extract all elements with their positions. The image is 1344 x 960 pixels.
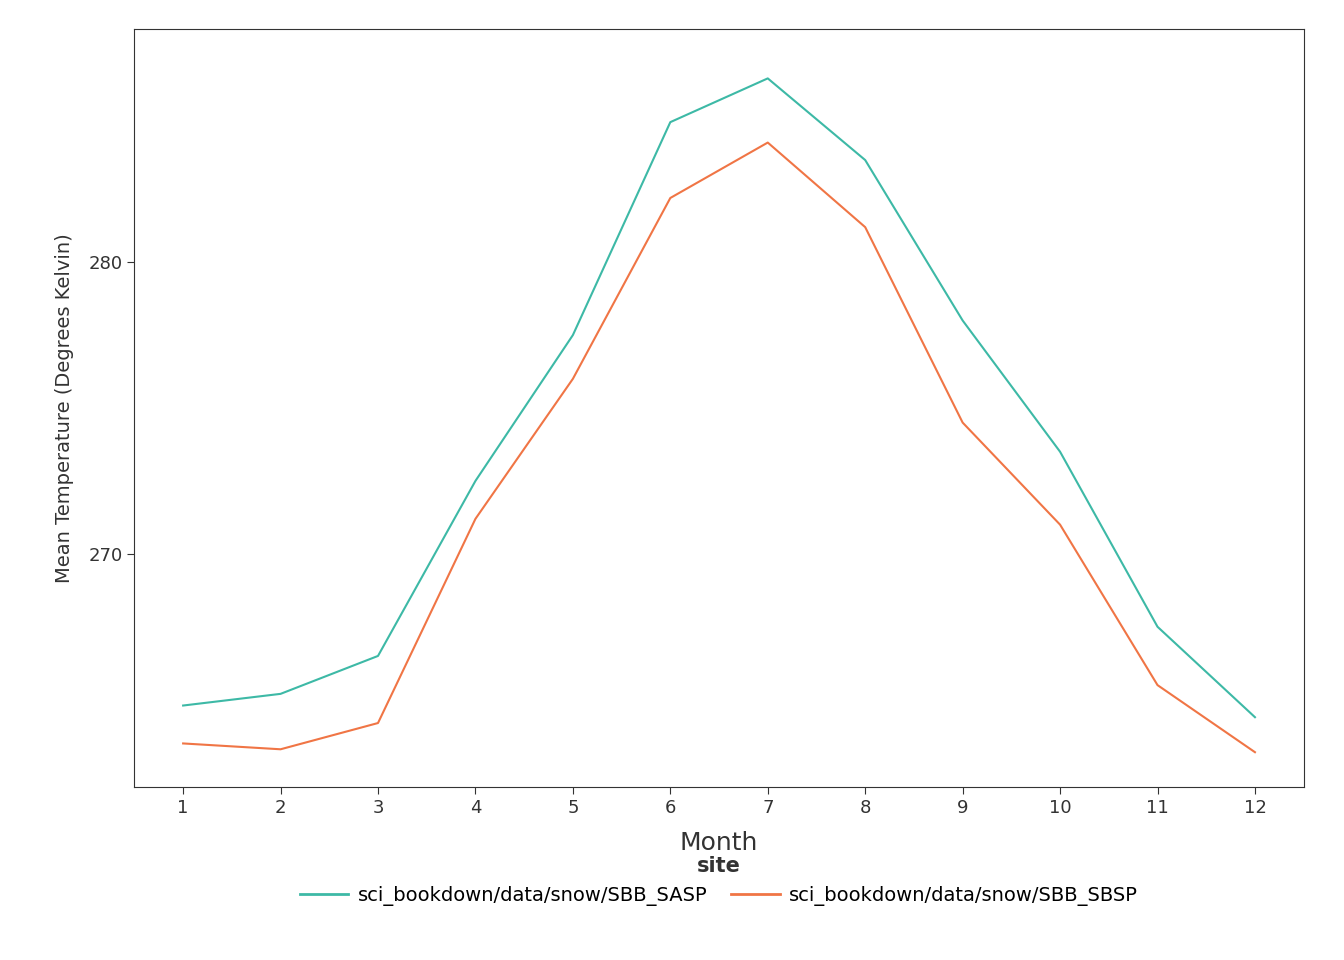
sci_bookdown/data/snow/SBB_SBSP <box>857 222 874 233</box>
sci_bookdown/data/snow/SBB_SBSP <box>468 513 484 524</box>
sci_bookdown/data/snow/SBB_SASP <box>175 700 191 711</box>
sci_bookdown/data/snow/SBB_SASP <box>1052 446 1068 458</box>
sci_bookdown/data/snow/SBB_SBSP <box>1149 680 1165 691</box>
sci_bookdown/data/snow/SBB_SASP <box>370 650 386 661</box>
sci_bookdown/data/snow/SBB_SASP <box>954 315 970 326</box>
sci_bookdown/data/snow/SBB_SBSP <box>954 417 970 428</box>
Legend: sci_bookdown/data/snow/SBB_SASP, sci_bookdown/data/snow/SBB_SBSP: sci_bookdown/data/snow/SBB_SASP, sci_boo… <box>292 849 1146 914</box>
sci_bookdown/data/snow/SBB_SASP <box>468 475 484 487</box>
Y-axis label: Mean Temperature (Degrees Kelvin): Mean Temperature (Degrees Kelvin) <box>55 233 74 583</box>
sci_bookdown/data/snow/SBB_SASP <box>759 73 775 84</box>
sci_bookdown/data/snow/SBB_SASP <box>1149 621 1165 633</box>
Line: sci_bookdown/data/snow/SBB_SASP: sci_bookdown/data/snow/SBB_SASP <box>183 79 1255 717</box>
sci_bookdown/data/snow/SBB_SASP <box>857 155 874 166</box>
sci_bookdown/data/snow/SBB_SASP <box>564 329 581 341</box>
sci_bookdown/data/snow/SBB_SBSP <box>759 136 775 148</box>
sci_bookdown/data/snow/SBB_SBSP <box>1052 519 1068 531</box>
sci_bookdown/data/snow/SBB_SBSP <box>273 743 289 755</box>
sci_bookdown/data/snow/SBB_SBSP <box>370 717 386 729</box>
sci_bookdown/data/snow/SBB_SASP <box>663 116 679 128</box>
sci_bookdown/data/snow/SBB_SASP <box>1247 711 1263 723</box>
sci_bookdown/data/snow/SBB_SBSP <box>175 737 191 749</box>
sci_bookdown/data/snow/SBB_SASP <box>273 688 289 700</box>
sci_bookdown/data/snow/SBB_SBSP <box>663 192 679 204</box>
X-axis label: Month: Month <box>680 831 758 855</box>
Line: sci_bookdown/data/snow/SBB_SBSP: sci_bookdown/data/snow/SBB_SBSP <box>183 142 1255 753</box>
sci_bookdown/data/snow/SBB_SBSP <box>1247 747 1263 758</box>
sci_bookdown/data/snow/SBB_SBSP <box>564 373 581 385</box>
